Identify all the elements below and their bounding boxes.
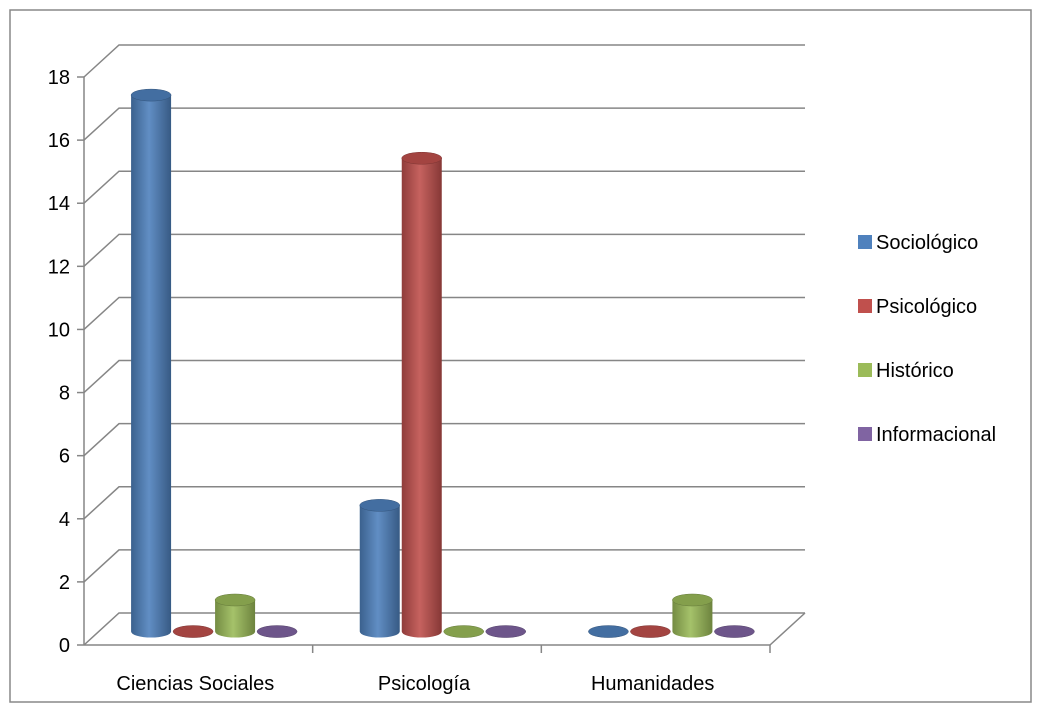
legend: Sociológico Psicológico Histórico Informaci… xyxy=(858,232,996,446)
bar-psicológico-0 xyxy=(172,625,214,638)
floor-edge xyxy=(769,612,806,646)
bar-body xyxy=(215,600,256,638)
bar-top xyxy=(401,151,442,165)
legend-item: Sociológico xyxy=(858,232,978,254)
y-tick-label: 12 xyxy=(48,256,70,278)
gridline xyxy=(83,612,805,646)
bar-body xyxy=(672,600,713,638)
bar-top xyxy=(130,88,172,102)
bar-sociológico-0 xyxy=(130,88,172,638)
bar-psicológico-2 xyxy=(630,625,671,638)
y-tick-label: 16 xyxy=(48,130,70,152)
bar-histórico-0 xyxy=(214,593,256,638)
gridline xyxy=(83,359,805,394)
bar-informacional-2 xyxy=(714,625,755,638)
bar-informacional-0 xyxy=(256,625,298,638)
x-tick-label: Humanidades xyxy=(591,673,714,695)
bar-top xyxy=(172,625,214,638)
bar-sociológico-1 xyxy=(359,499,400,638)
legend-label: Sociológico xyxy=(876,232,978,254)
legend-label: Histórico xyxy=(876,360,954,382)
y-tick-label: 2 xyxy=(59,572,70,594)
bar-top xyxy=(672,593,713,607)
bar-top xyxy=(485,625,526,638)
gridline xyxy=(83,44,805,78)
y-tick-label: 0 xyxy=(59,635,70,657)
x-tick-label: Psicología xyxy=(378,673,471,695)
gridline xyxy=(83,549,805,583)
gridline xyxy=(83,233,805,267)
gridlines xyxy=(83,44,805,646)
y-tick-label: 6 xyxy=(59,446,70,468)
legend-swatch xyxy=(858,363,872,377)
bar-top xyxy=(214,593,256,607)
gridline xyxy=(83,296,805,330)
legend-label: Informacional xyxy=(876,424,996,446)
y-tick-label: 10 xyxy=(48,319,70,341)
x-tick-label: Ciencias Sociales xyxy=(116,673,274,695)
bar-sociológico-2 xyxy=(588,625,629,638)
legend-label: Psicológico xyxy=(876,296,977,318)
legend-item: Histórico xyxy=(858,360,954,382)
y-tick-label: 14 xyxy=(48,193,70,215)
bar-body xyxy=(359,505,400,638)
bar-informacional-1 xyxy=(485,625,526,638)
legend-swatch xyxy=(858,427,872,441)
legend-item: Informacional xyxy=(858,424,996,446)
gridline xyxy=(83,422,805,457)
bar-histórico-2 xyxy=(672,593,713,638)
legend-swatch xyxy=(858,299,872,313)
y-tick-labels: 0 2 4 6 8 10 12 14 16 18 xyxy=(48,67,70,657)
bar-psicológico-1 xyxy=(401,151,442,638)
bar-histórico-1 xyxy=(443,625,484,638)
axes xyxy=(77,76,806,653)
gridline xyxy=(83,170,805,204)
legend-swatch xyxy=(858,235,872,249)
bar-top xyxy=(359,499,400,512)
bar-body xyxy=(401,158,442,638)
y-tick-label: 18 xyxy=(48,67,70,89)
gridline xyxy=(83,486,805,520)
gridline xyxy=(83,107,805,141)
bar-top xyxy=(714,625,755,638)
legend-item: Psicológico xyxy=(858,296,977,318)
chart-border xyxy=(9,9,1032,703)
y-tick-label: 8 xyxy=(59,383,70,405)
x-tick-labels: Ciencias Sociales Psicología Humanidades xyxy=(116,673,714,695)
bar-top xyxy=(256,625,298,638)
bars xyxy=(130,88,755,638)
bar-top xyxy=(443,625,484,638)
bar-body xyxy=(131,95,172,638)
bar-top xyxy=(588,625,629,638)
bar-top xyxy=(630,625,671,638)
y-tick-label: 4 xyxy=(59,509,70,531)
